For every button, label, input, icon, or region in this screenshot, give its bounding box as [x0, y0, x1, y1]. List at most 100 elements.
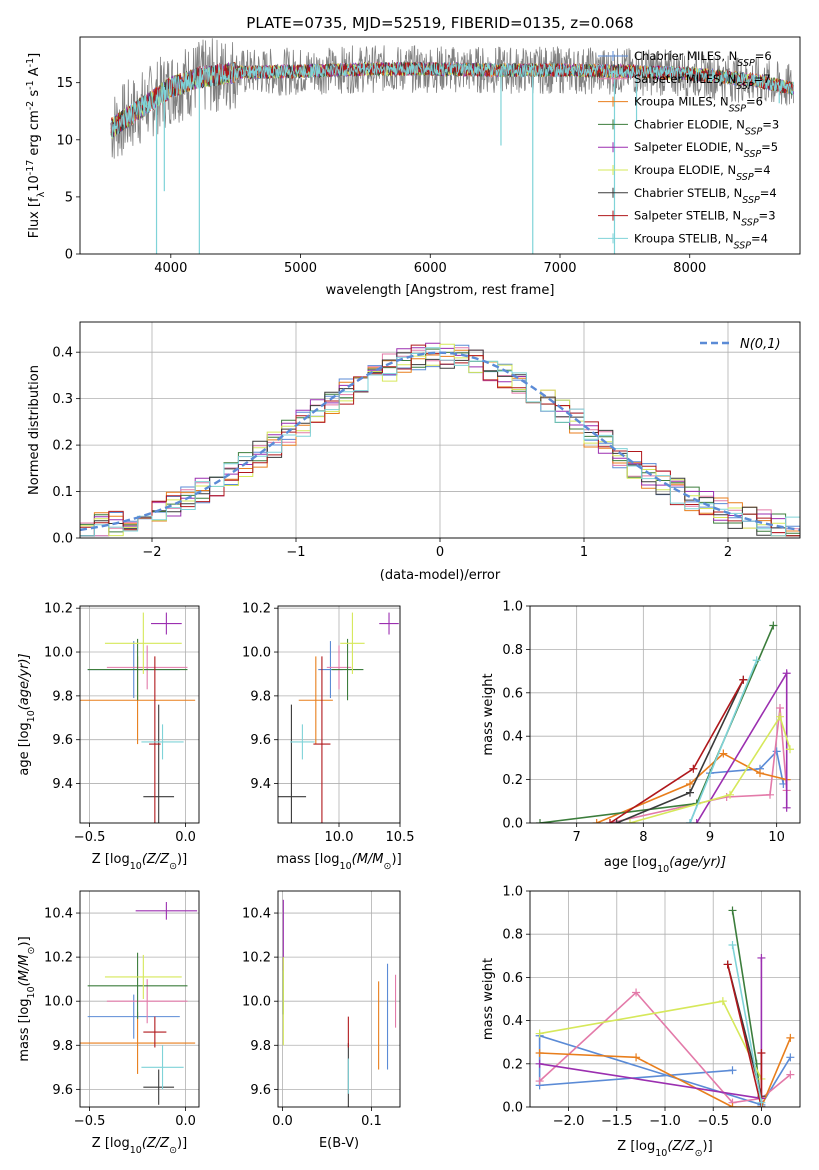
legend-prefix: N [727, 163, 736, 177]
legend-label: N(0,1) [740, 337, 781, 352]
legend-subscript: SSP [729, 103, 747, 114]
weight-point [535, 1059, 544, 1068]
y-tick-label: 10.2 [44, 951, 73, 966]
label-text: Flux [f [27, 197, 42, 238]
plot-area [278, 612, 399, 823]
y-tick-label: 10.2 [44, 602, 73, 617]
legend-prefix: N [734, 186, 743, 200]
legend-subscript: SSP [737, 58, 755, 69]
weight-point [535, 1077, 544, 1086]
y-axis-label: mass weight [481, 673, 496, 755]
legend-sep: , [713, 95, 720, 109]
weight-point [632, 988, 641, 997]
x-tick-label: 4000 [154, 261, 187, 276]
y-tick-label: 0.2 [502, 773, 523, 788]
y-axis-label: Normed distribution [27, 365, 42, 495]
plot-frame [529, 890, 801, 1108]
legend-sep: = [754, 72, 764, 86]
legend-prefix: N [736, 117, 745, 131]
age-vs-metallicity-chart: −0.5 0.09.49.69.810.010.2Z [log10(Z/Z⊙)]a… [17, 602, 200, 872]
label-text: erg cm [27, 110, 42, 159]
legend-count: 3 [768, 209, 775, 223]
legend-label: Chabrier MILES, NSSP=6 [634, 49, 772, 69]
age-vs-mass-chart: 10.0 10.5 9.4 9.6 9.8 10.0 10.2 mass [log10(M/M… [242, 602, 414, 872]
x-axis-label: E(B-V) [319, 1136, 359, 1151]
x-axis-label: wavelength [Angstrom, rest frame] [326, 283, 555, 298]
weight-point [632, 1053, 641, 1062]
x-axis-label: Z [log10(Z/Z⊙)] [92, 1136, 187, 1156]
y-tick-label: 0.8 [502, 928, 523, 943]
plot-area [282, 899, 397, 1107]
y-tick-label: 1.0 [502, 600, 523, 615]
label-text: age [log [604, 855, 657, 870]
weight-point [689, 764, 698, 773]
label-text: )] [17, 936, 32, 946]
legend-sep: , [718, 231, 725, 245]
label-superscript: -1 [25, 80, 36, 89]
weight-point [723, 960, 732, 969]
y-tick-label: 10.4 [44, 907, 73, 922]
legend-prefix: N [720, 95, 729, 109]
legend-prefix: N [727, 72, 736, 86]
label-text: (age/yr)] [669, 855, 726, 870]
x-tick-label: −0.5 [74, 1114, 106, 1129]
y-tick-label: 5 [65, 190, 73, 205]
label-text: mass [log [17, 998, 32, 1061]
y-tick-label: 0.1 [52, 485, 73, 500]
weight-point [535, 1049, 544, 1057]
legend-subscript: SSP [744, 149, 762, 160]
weight-point [769, 621, 778, 630]
x-tick-label: 7000 [543, 261, 576, 276]
label-text: )] [392, 852, 402, 867]
y-axis-label: age [log10(age/yr)] [17, 653, 37, 775]
model-spectrum [110, 62, 794, 138]
legend-model: Salpeter STELIB [634, 209, 725, 223]
plot-area [80, 342, 800, 538]
label-text: )] [703, 1139, 713, 1154]
label-text: mass [log [276, 852, 339, 867]
weight-point [786, 745, 794, 754]
legend-sep: = [761, 140, 771, 154]
weight-point [786, 1053, 795, 1062]
legend-sep: , [720, 72, 727, 86]
label-text: 10 [27, 175, 42, 192]
label-text: Z [log [617, 1139, 655, 1154]
y-tick-label: 0.0 [502, 1101, 523, 1116]
legend-subscript: SSP [742, 194, 760, 205]
y-axis-label: Flux [fλ10-17 erg cm-2 s-1 A-1] [25, 53, 47, 238]
weight-point [592, 819, 601, 823]
y-tick-label: 10 [56, 133, 73, 148]
y-tick-label: 0.2 [502, 1057, 523, 1072]
label-superscript: -17 [25, 160, 36, 176]
x-tick-label: −0.5 [697, 1114, 729, 1129]
x-tick-label: −1 [286, 545, 305, 560]
legend-model: Kroupa MILES [634, 95, 713, 109]
weight-point [757, 1098, 766, 1107]
label-text: Z [log [92, 852, 130, 867]
legend-count: 5 [771, 140, 778, 154]
weight-point [718, 997, 727, 1006]
residuals-histogram: −2 −1 0 1 2 0.0 0.1 0.2 0.3 0.4 N(0,1) (data-model)… [27, 321, 801, 583]
normal-curve [80, 351, 800, 532]
weight-line [539, 1037, 792, 1107]
weight-line [731, 944, 763, 1103]
label-subscript: 10 [655, 1148, 667, 1159]
weight-point [752, 656, 761, 665]
x-tick-label: 8000 [673, 261, 706, 276]
label-subscript: 10 [130, 1145, 142, 1156]
label-text: (Z/Z [142, 1136, 170, 1151]
y-tick-label: 0.6 [502, 686, 523, 701]
x-axis-label: age [log10(age/yr)] [604, 855, 726, 875]
plot-area [110, 38, 794, 254]
legend-count: 4 [763, 163, 770, 177]
label-subscript: 10 [130, 861, 142, 872]
label-subscript: ⊙ [169, 1145, 177, 1156]
x-tick-label: 0.1 [361, 1114, 382, 1129]
x-tick-label: 0.0 [175, 1114, 196, 1129]
legend-subscript: SSP [741, 217, 759, 228]
legend-model: Kroupa ELODIE [634, 163, 720, 177]
label-text: (M/M [17, 954, 32, 986]
weight-point [756, 769, 764, 778]
